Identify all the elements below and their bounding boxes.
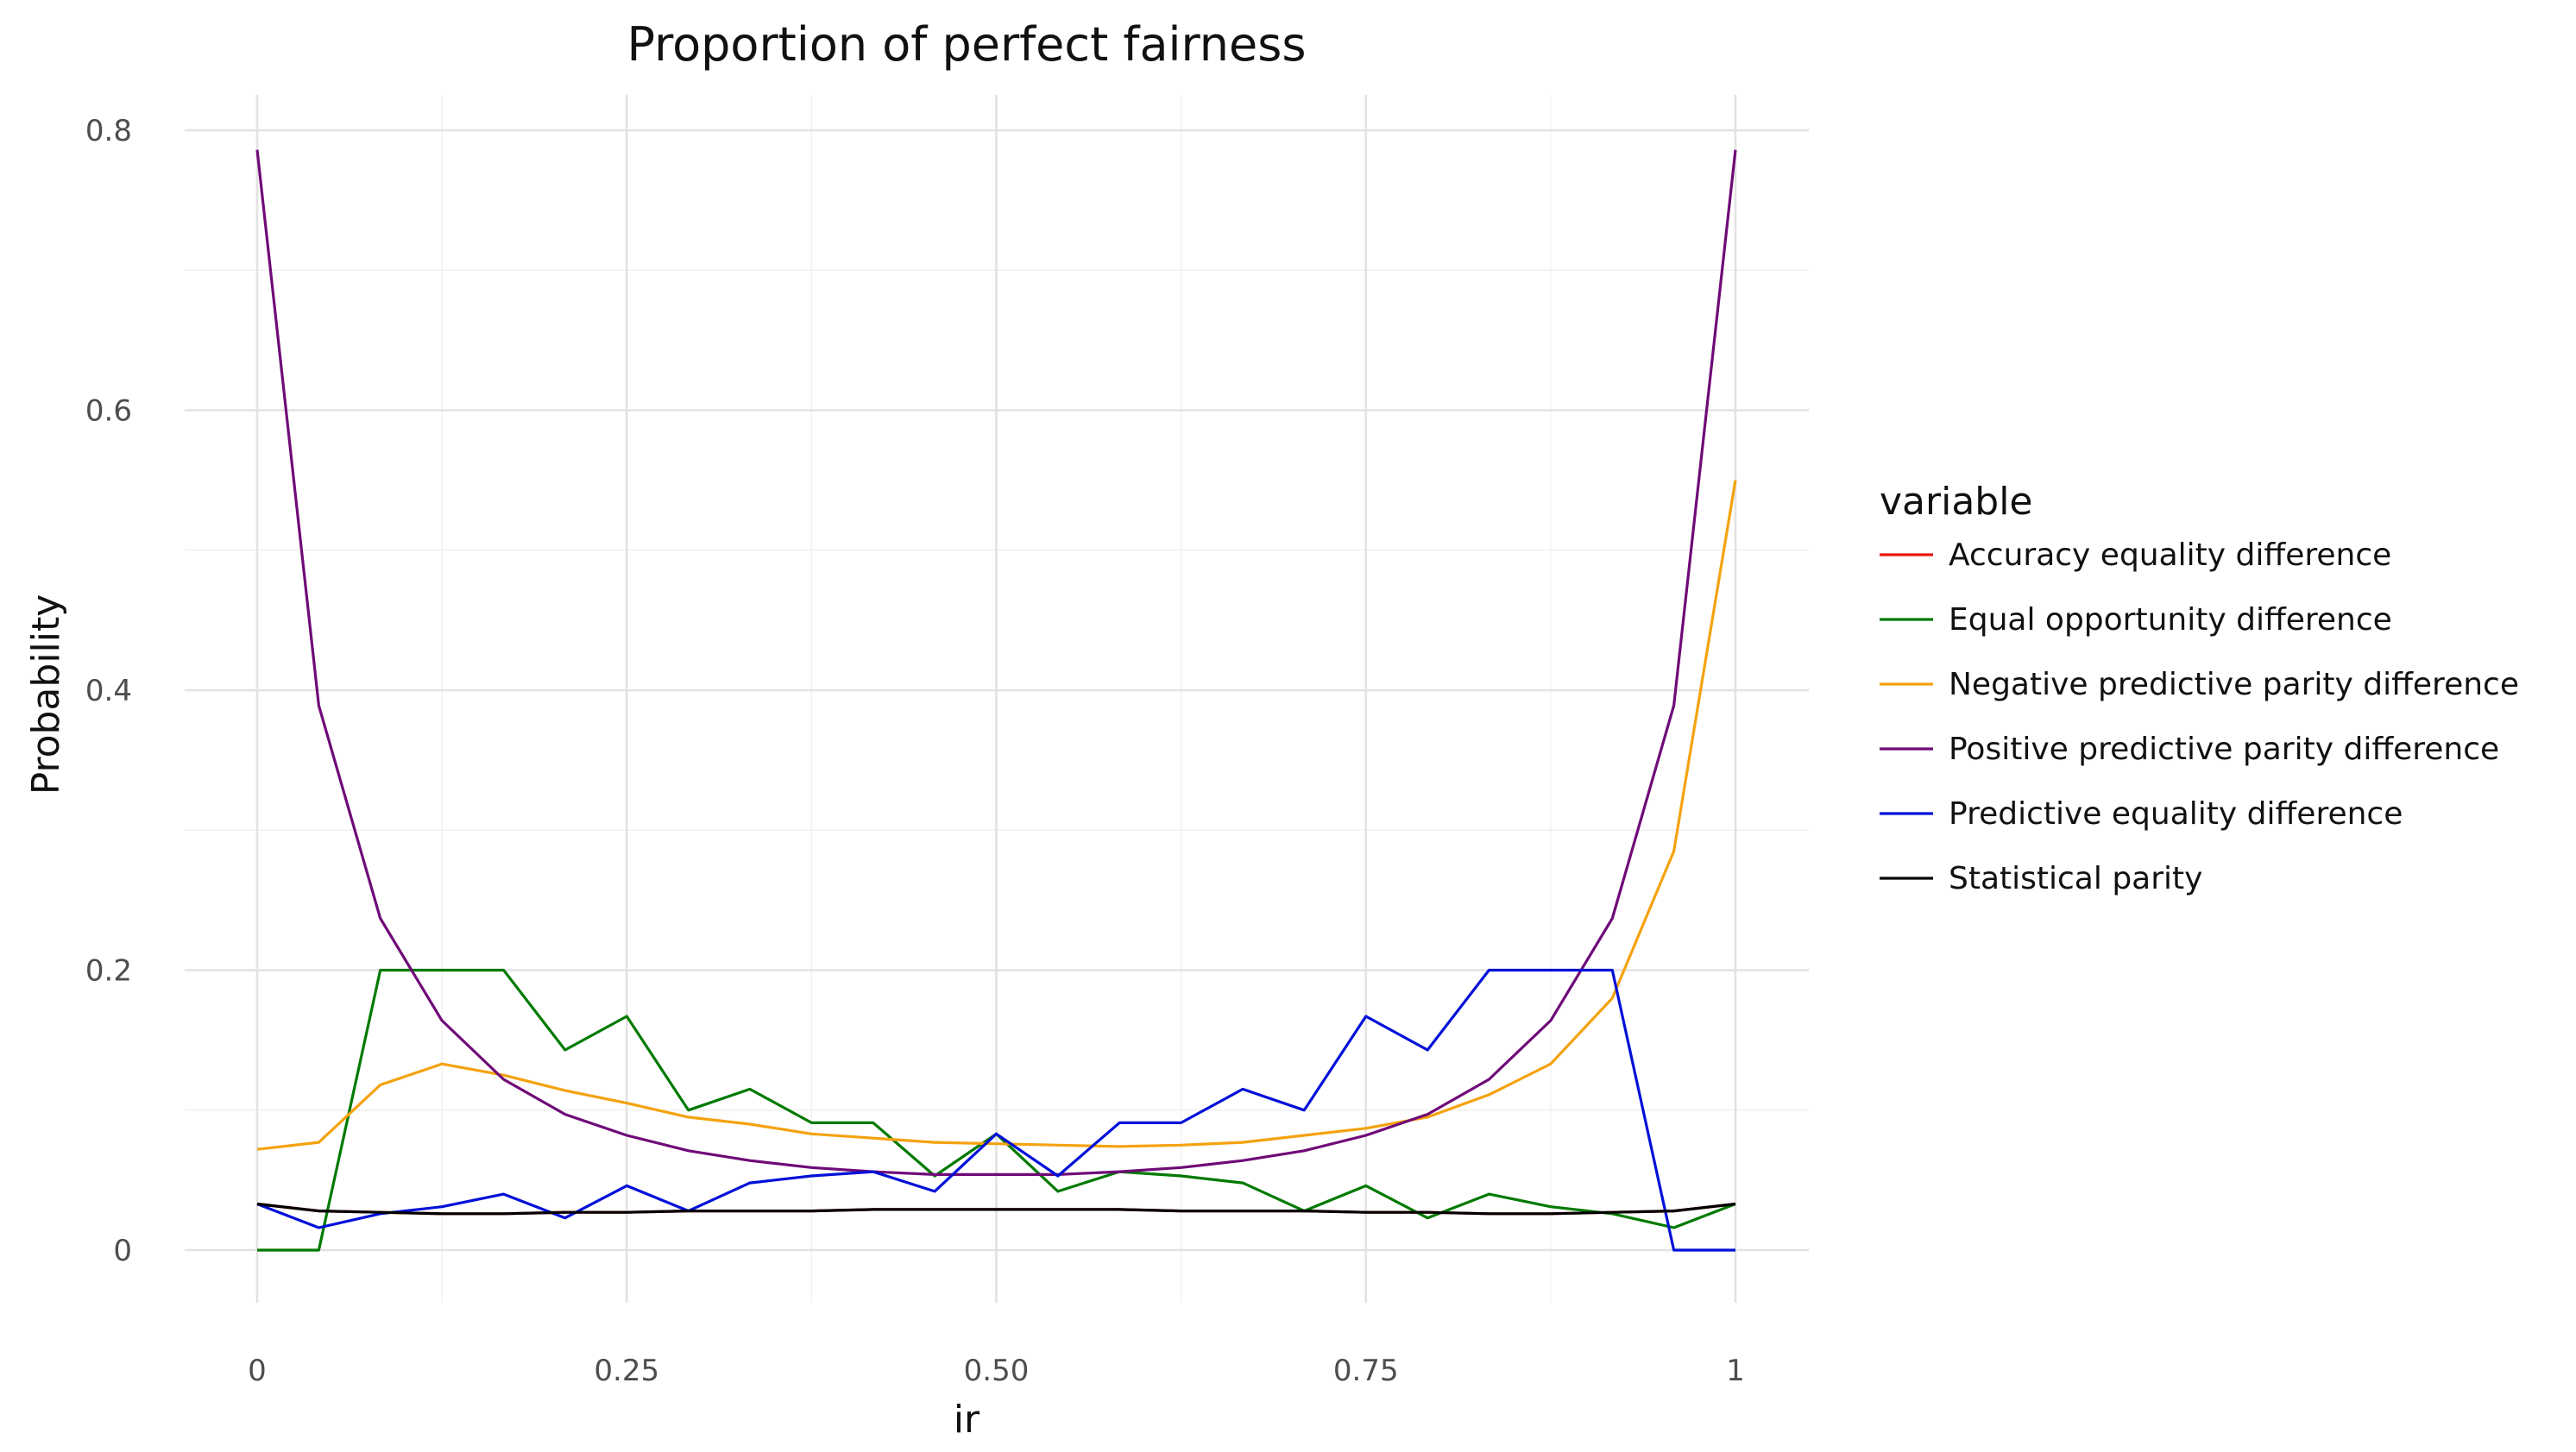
legend-title: variable (1880, 480, 2033, 524)
y-axis-ticks: 0 0.2 0.4 0.6 0.8 (85, 114, 132, 1268)
x-axis-ticks: 0 0.25 0.50 0.75 1 (248, 1354, 1745, 1388)
y-axis-title: Probability (24, 594, 68, 795)
x-axis-title: ir (954, 1398, 980, 1442)
legend-label: Statistical parity (1949, 861, 2202, 896)
legend-label: Positive predictive parity difference (1949, 732, 2499, 767)
x-tick-label: 1 (1726, 1354, 1745, 1388)
series-line-predictive-equality-difference (256, 968, 1735, 1252)
legend-label: Negative predictive parity difference (1949, 667, 2519, 702)
series-line-statistical-parity (256, 1202, 1736, 1216)
series-line-positive-predictive-parity-difference (255, 149, 1737, 1177)
series-line-negative-predictive-parity-difference (256, 480, 1737, 1151)
x-tick-label: 0.75 (1333, 1354, 1399, 1388)
chart-title: Proportion of perfect fairness (627, 17, 1306, 72)
legend-item: Positive predictive parity difference (1880, 732, 2499, 767)
legend-item: Equal opportunity difference (1880, 602, 2392, 638)
legend-item: Accuracy equality difference (1880, 537, 2391, 573)
legend-item: Predictive equality difference (1880, 796, 2403, 832)
x-tick-label: 0 (248, 1354, 267, 1388)
legend-label: Predictive equality difference (1949, 796, 2403, 832)
series-lines (255, 149, 1737, 1252)
x-tick-label: 0.25 (594, 1354, 659, 1388)
legend-item: Statistical parity (1880, 861, 2202, 896)
legend-item: Negative predictive parity difference (1880, 667, 2519, 702)
legend-label: Accuracy equality difference (1949, 537, 2391, 573)
y-tick-label: 0.4 (85, 674, 132, 708)
x-tick-label: 0.50 (964, 1354, 1030, 1388)
legend: variable Accuracy equality difference Equ… (1880, 480, 2519, 896)
y-tick-label: 0 (113, 1234, 132, 1268)
legend-label: Equal opportunity difference (1949, 602, 2392, 638)
y-tick-label: 0.2 (85, 954, 132, 989)
y-tick-label: 0.6 (85, 394, 132, 429)
y-tick-label: 0.8 (85, 114, 132, 148)
gridlines (185, 95, 1809, 1303)
